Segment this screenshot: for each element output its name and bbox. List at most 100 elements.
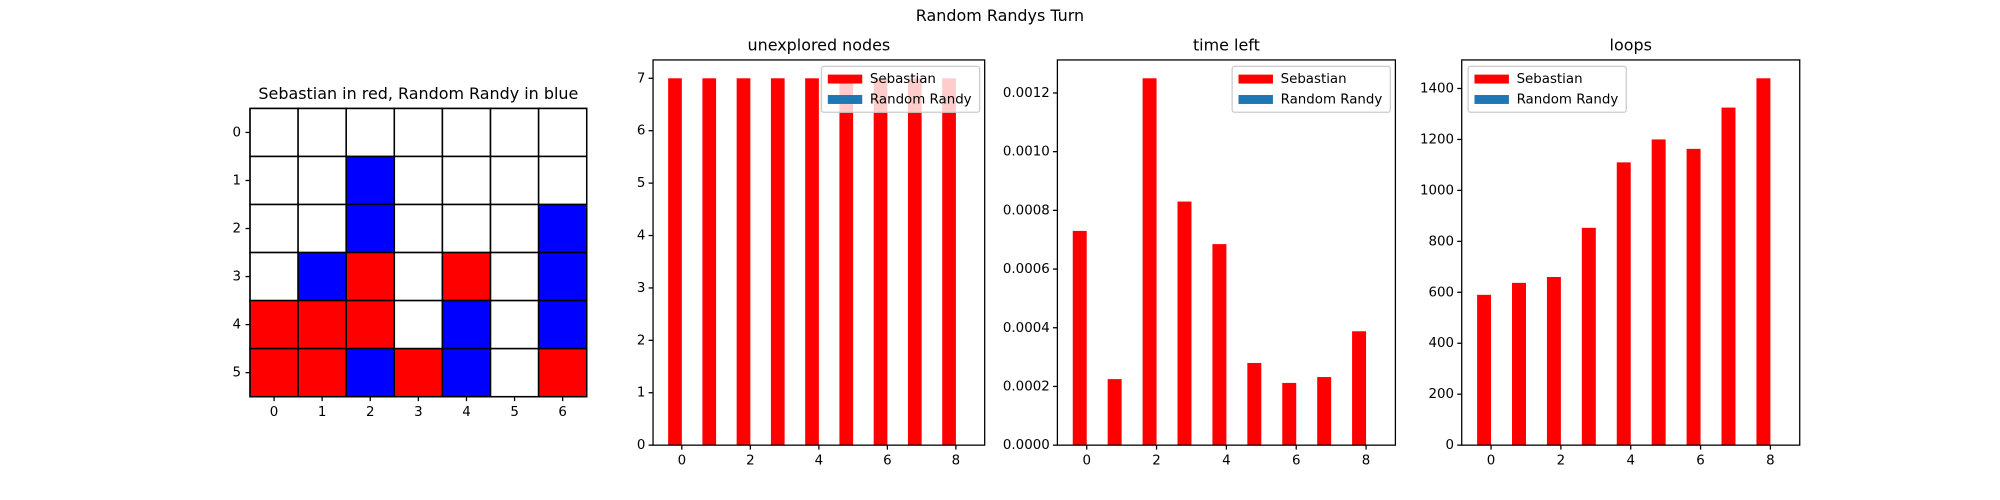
cell — [393, 155, 444, 206]
legend-swatch — [1238, 95, 1273, 104]
y-tick-label: 0.0010 — [1003, 145, 1050, 160]
legend-swatch — [1238, 74, 1273, 84]
x-tick-label: 2 — [1152, 453, 1161, 468]
cell — [297, 107, 347, 158]
cell — [393, 299, 444, 350]
bar — [1651, 139, 1666, 446]
legend-label: Random Randy — [1517, 92, 1619, 107]
bar — [1317, 377, 1332, 446]
x-tick-label: 4 — [815, 453, 824, 468]
y-tick-label: 6 — [637, 124, 646, 139]
cell — [489, 299, 540, 350]
y-tick-label: 2 — [233, 222, 242, 237]
y-tick-label: 0.0002 — [1003, 379, 1050, 394]
chart-title: loops — [1610, 35, 1652, 54]
bar — [942, 78, 956, 446]
bar — [1212, 244, 1227, 446]
cell — [537, 155, 588, 206]
cell — [489, 347, 540, 398]
x-tick-label: 4 — [462, 405, 471, 420]
bar — [1352, 331, 1367, 446]
bar — [702, 78, 717, 446]
cell — [441, 347, 492, 398]
figure-title: Random Randys Turn — [916, 6, 1084, 25]
legend-swatch — [1474, 74, 1509, 84]
legend-swatch — [1474, 95, 1509, 104]
cell — [489, 107, 540, 158]
bar — [1282, 382, 1297, 446]
x-tick-label: 8 — [952, 453, 961, 468]
bar — [1072, 230, 1087, 446]
bar — [1177, 201, 1192, 446]
bar — [770, 78, 785, 446]
cell — [393, 107, 444, 158]
y-tick-label: 0 — [1446, 438, 1455, 453]
cell — [297, 203, 347, 254]
legend-swatch — [827, 95, 863, 104]
cell — [345, 347, 396, 398]
cell — [441, 299, 492, 350]
cell — [441, 155, 492, 206]
cell — [345, 251, 396, 302]
chart-title: Sebastian in red, Random Randy in blue — [258, 84, 578, 103]
y-tick-label: 800 — [1429, 234, 1455, 249]
legend-label: Random Randy — [870, 92, 972, 107]
x-tick-label: 0 — [1082, 453, 1091, 468]
cell — [297, 299, 347, 350]
cell — [537, 203, 588, 254]
cell — [441, 251, 492, 302]
y-tick-label: 2 — [637, 333, 646, 348]
x-tick-label: 2 — [746, 453, 755, 468]
y-tick-label: 3 — [637, 281, 646, 296]
cell — [297, 251, 347, 302]
cell — [537, 347, 588, 398]
cell — [393, 347, 444, 398]
figure-content: Random Randys Turn 0 1 2 3 4 5 6 0 1 2 3 4 5 Sebastia… — [233, 6, 1801, 468]
bar — [907, 78, 922, 446]
cell — [249, 299, 299, 350]
x-tick-label: 0 — [678, 453, 687, 468]
bar — [1512, 282, 1526, 446]
y-tick-label: 0.0012 — [1003, 86, 1050, 101]
y-tick-label: 5 — [233, 366, 242, 381]
legend-swatch — [827, 74, 863, 84]
cell — [537, 107, 588, 158]
cell — [441, 107, 492, 158]
y-tick-label: 600 — [1429, 285, 1455, 300]
bar — [839, 78, 854, 446]
cell — [537, 299, 588, 350]
y-tick-label: 1 — [233, 173, 242, 188]
bar — [736, 78, 751, 446]
y-tick-label: 5 — [637, 176, 646, 191]
cell — [345, 107, 396, 158]
y-tick-label: 7 — [637, 71, 646, 86]
x-tick-label: 4 — [1222, 453, 1231, 468]
legend-label: Sebastian — [870, 72, 936, 87]
bar — [1756, 78, 1771, 446]
y-tick-label: 1 — [637, 386, 646, 401]
bar — [1686, 148, 1701, 446]
y-tick-label: 1200 — [1420, 132, 1454, 147]
x-tick-label: 6 — [1292, 453, 1301, 468]
bar — [805, 78, 819, 446]
cell — [249, 203, 299, 254]
x-tick-label: 2 — [366, 405, 375, 420]
x-tick-label: 6 — [558, 405, 567, 420]
x-tick-label: 3 — [414, 405, 423, 420]
x-tick-label: 2 — [1557, 453, 1566, 468]
chart-title: unexplored nodes — [748, 35, 891, 54]
cell — [393, 203, 444, 254]
bar — [1107, 379, 1122, 446]
bar — [1477, 294, 1492, 446]
y-tick-label: 0.0006 — [1003, 262, 1050, 277]
bar — [1721, 107, 1736, 446]
y-tick-label: 200 — [1429, 387, 1455, 402]
bar — [668, 78, 682, 446]
cell — [393, 251, 444, 302]
cell — [489, 251, 540, 302]
y-tick-label: 1000 — [1420, 183, 1454, 198]
cell — [249, 155, 299, 206]
bar — [1142, 78, 1157, 446]
y-tick-label: 0 — [233, 125, 242, 140]
